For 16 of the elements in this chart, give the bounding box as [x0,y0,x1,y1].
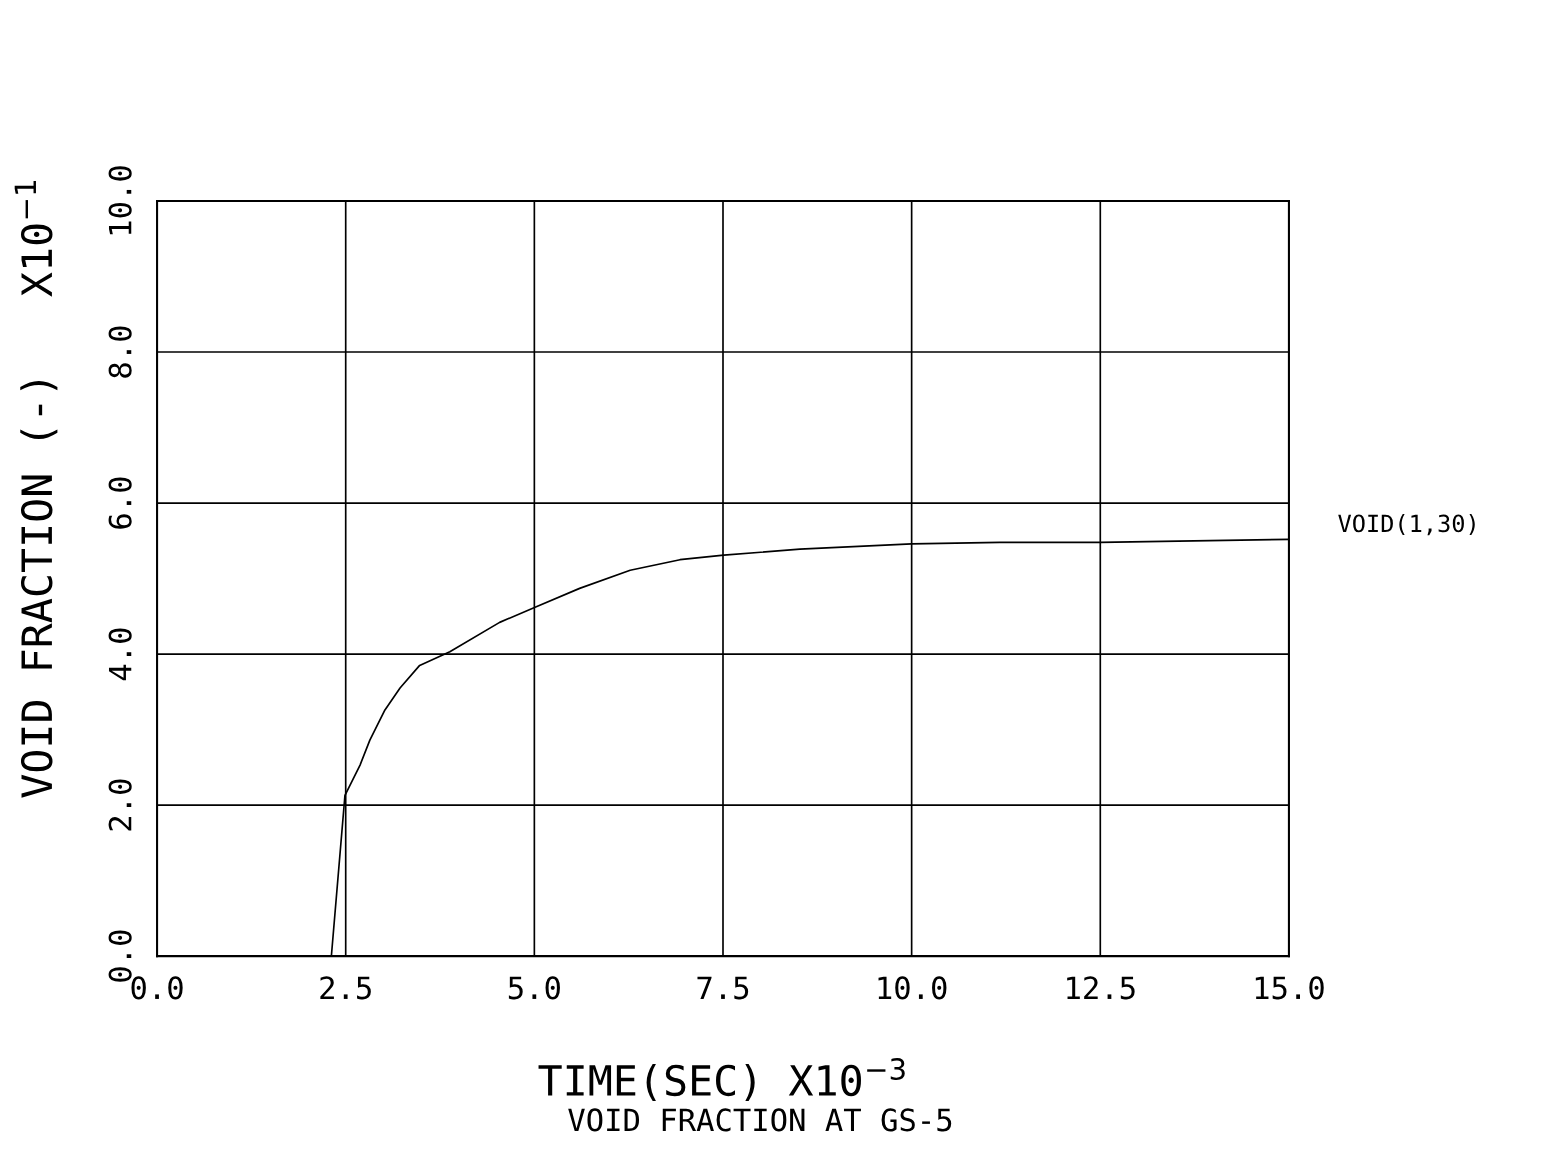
x-tick-label: 2.5 [320,976,371,1000]
x-tick-label: 10.0 [878,976,947,1000]
x-tick-label: 15.0 [1255,976,1324,1000]
y-tick-label: 4.0 [108,628,132,681]
x-tick-label: 12.5 [1067,976,1135,1000]
x-tick-label: 0.0 [131,976,183,1000]
x-tick-label: 7.5 [697,976,749,1000]
text: VOID(1,30) [1338,514,1475,536]
y-tick-label: 6.0 [108,477,132,529]
x-tick-label: 5.0 [508,976,560,1000]
text: VOID FRACTION AT GS-5 [568,1108,952,1132]
x-axis-title: TIME(SEC) X10$^{−3}$ [538,1058,905,1102]
y-axis-title: VOID FRACTION (-) X10$^{−1}$ [14,181,58,798]
y-tick-label: 8.0 [108,326,132,378]
y-tick-label: 2.0 [108,779,132,831]
y-tick-label: 10.0 [108,166,132,235]
